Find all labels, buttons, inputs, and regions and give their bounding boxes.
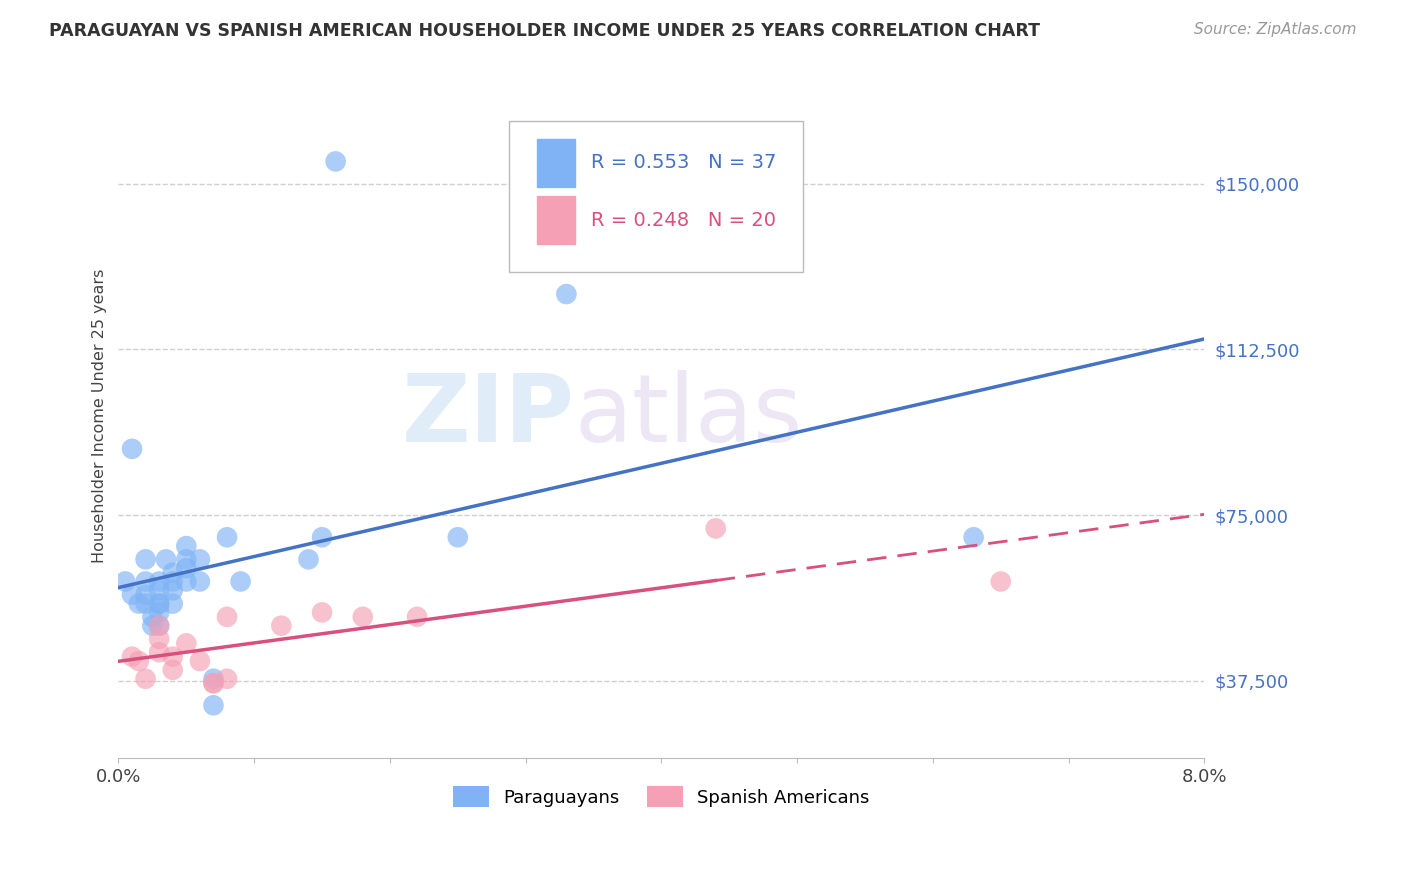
Point — [325, 154, 347, 169]
Point — [162, 597, 184, 611]
Point — [215, 610, 238, 624]
Text: ZIP: ZIP — [402, 369, 575, 462]
Point — [311, 530, 333, 544]
Point — [162, 649, 184, 664]
Point — [447, 530, 470, 544]
Point — [148, 597, 170, 611]
Point — [202, 676, 225, 690]
Point — [148, 632, 170, 646]
Point — [990, 574, 1012, 589]
Point — [155, 552, 177, 566]
Point — [148, 574, 170, 589]
Point — [270, 618, 292, 632]
Point — [162, 663, 184, 677]
Point — [297, 552, 319, 566]
Point — [352, 610, 374, 624]
Point — [135, 597, 157, 611]
Text: PARAGUAYAN VS SPANISH AMERICAN HOUSEHOLDER INCOME UNDER 25 YEARS CORRELATION CHA: PARAGUAYAN VS SPANISH AMERICAN HOUSEHOLD… — [49, 22, 1040, 40]
Point — [188, 552, 211, 566]
Text: R = 0.553   N = 37: R = 0.553 N = 37 — [591, 153, 776, 172]
Point — [704, 521, 727, 535]
Point — [188, 654, 211, 668]
Point — [962, 530, 984, 544]
Point — [202, 672, 225, 686]
Point — [135, 588, 157, 602]
Point — [121, 649, 143, 664]
Point — [229, 574, 252, 589]
Point — [215, 530, 238, 544]
Point — [311, 606, 333, 620]
Point — [128, 597, 150, 611]
Point — [176, 539, 198, 553]
Point — [176, 636, 198, 650]
Point — [141, 618, 163, 632]
Point — [128, 654, 150, 668]
Y-axis label: Householder Income Under 25 years: Householder Income Under 25 years — [93, 268, 107, 563]
FancyBboxPatch shape — [509, 121, 803, 272]
Point — [114, 574, 136, 589]
Point — [215, 672, 238, 686]
Point — [121, 442, 143, 456]
Point — [148, 618, 170, 632]
Point — [188, 574, 211, 589]
Point — [162, 566, 184, 580]
Point — [135, 574, 157, 589]
Point — [176, 574, 198, 589]
Point — [148, 645, 170, 659]
Point — [135, 672, 157, 686]
Point — [176, 552, 198, 566]
Point — [176, 561, 198, 575]
Point — [202, 676, 225, 690]
Text: atlas: atlas — [575, 369, 803, 462]
Point — [121, 588, 143, 602]
Legend: Paraguayans, Spanish Americans: Paraguayans, Spanish Americans — [446, 779, 877, 814]
Point — [148, 597, 170, 611]
Point — [162, 583, 184, 598]
Text: Source: ZipAtlas.com: Source: ZipAtlas.com — [1194, 22, 1357, 37]
Point — [162, 574, 184, 589]
Point — [406, 610, 429, 624]
Point — [141, 610, 163, 624]
FancyBboxPatch shape — [537, 139, 575, 186]
Point — [135, 552, 157, 566]
Point — [148, 583, 170, 598]
Point — [555, 287, 578, 301]
FancyBboxPatch shape — [537, 196, 575, 244]
Text: R = 0.248   N = 20: R = 0.248 N = 20 — [591, 211, 776, 230]
Point — [148, 606, 170, 620]
Point — [202, 698, 225, 713]
Point — [148, 618, 170, 632]
